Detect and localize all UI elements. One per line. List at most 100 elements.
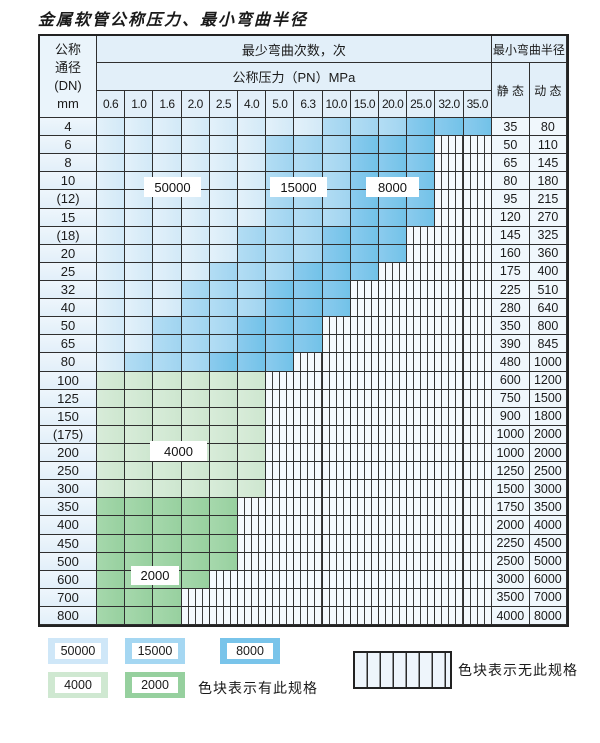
no-spec-cell (266, 570, 295, 589)
dynamic-radius-cell: 110 (529, 136, 567, 155)
no-spec-cell (435, 498, 464, 517)
no-spec-cell (463, 606, 492, 626)
no-spec-cell (294, 480, 323, 499)
spec-cell (181, 208, 210, 227)
no-spec-cell (463, 498, 492, 517)
legend-swatch-8000-label: 8000 (227, 643, 273, 659)
spec-cell (181, 136, 210, 155)
spec-cell (238, 443, 267, 463)
spec-cell (181, 280, 210, 300)
spec-cell (209, 335, 239, 354)
spec-cell (153, 244, 182, 263)
spec-cell (97, 498, 126, 517)
spec-cell (294, 118, 323, 137)
no-spec-cell (238, 570, 267, 589)
spec-cell (294, 154, 323, 173)
no-spec-cell (407, 534, 436, 553)
dn-cell: 15 (40, 208, 97, 227)
no-spec-cell (350, 570, 380, 589)
spec-cell (125, 353, 154, 372)
no-spec-cell (463, 516, 492, 535)
no-spec-cell (350, 389, 380, 408)
spec-cell (209, 172, 239, 191)
no-spec-cell (407, 389, 436, 408)
spec-cell (266, 118, 295, 137)
no-spec-cell (209, 570, 239, 589)
dn-cell: 400 (40, 516, 97, 535)
dynamic-radius-cell: 400 (529, 262, 567, 281)
spec-cell (266, 226, 295, 245)
no-spec-cell (322, 317, 351, 336)
no-spec-cell (294, 534, 323, 553)
spec-cell (209, 353, 239, 372)
spec-cell (238, 371, 267, 390)
static-radius-cell: 750 (491, 389, 530, 408)
no-spec-cell (379, 516, 408, 535)
spec-cell (266, 262, 295, 281)
no-spec-cell (463, 280, 492, 300)
dynamic-radius-cell: 1000 (529, 353, 567, 372)
legend-swatch-50000: 50000 (48, 638, 108, 664)
no-spec-cell (350, 516, 380, 535)
spec-cell (322, 154, 351, 173)
spec-cell (350, 118, 380, 137)
spec-cell (181, 262, 210, 281)
no-spec-cell (379, 552, 408, 571)
spec-cell (125, 462, 154, 481)
no-spec-cell (407, 516, 436, 535)
spec-cell (181, 335, 210, 354)
spec-cell (379, 136, 408, 155)
spec-cell (181, 371, 210, 390)
spec-cell (238, 335, 267, 354)
dynamic-radius-cell: 1500 (529, 389, 567, 408)
dn-cell: 32 (40, 280, 97, 300)
dn-cell: 300 (40, 480, 97, 499)
no-spec-cell (463, 299, 492, 318)
no-spec-cell (407, 226, 436, 245)
spec-cell (209, 317, 239, 336)
spec-cell (209, 371, 239, 390)
spec-cell (97, 172, 126, 191)
spec-cell (97, 208, 126, 227)
no-spec-cell (379, 606, 408, 626)
spec-cell (97, 299, 126, 318)
no-spec-cell (350, 317, 380, 336)
no-spec-cell (266, 552, 295, 571)
spec-cell (294, 280, 323, 300)
spec-cell (125, 371, 154, 390)
dynamic-radius-cell: 640 (529, 299, 567, 318)
no-spec-cell (322, 498, 351, 517)
legend-no-spec-note: 色块表示无此规格 (458, 662, 578, 678)
bend-count-label-8000: 8000 (366, 177, 419, 197)
pressure-column-header: 25.0 (407, 91, 436, 118)
no-spec-cell (407, 317, 436, 336)
no-spec-cell (463, 443, 492, 463)
spec-cell (379, 244, 408, 263)
no-spec-cell (238, 588, 267, 607)
dynamic-radius-cell: 5000 (529, 552, 567, 571)
spec-cell (125, 588, 154, 607)
spec-cell (209, 498, 239, 517)
spec-cell (209, 226, 239, 245)
dynamic-radius-cell: 360 (529, 244, 567, 263)
no-spec-cell (407, 443, 436, 463)
no-spec-cell (322, 407, 351, 426)
spec-cell (379, 208, 408, 227)
spec-cell (97, 462, 126, 481)
spec-cell (181, 389, 210, 408)
no-spec-cell (322, 480, 351, 499)
no-spec-cell (294, 353, 323, 372)
no-spec-cell (266, 425, 295, 444)
static-radius-cell: 225 (491, 280, 530, 300)
no-spec-cell (266, 606, 295, 626)
spec-cell (350, 136, 380, 155)
spec-cell (209, 534, 239, 553)
no-spec-cell (322, 443, 351, 463)
spec-cell (97, 226, 126, 245)
no-spec-cell (407, 588, 436, 607)
spec-cell (181, 407, 210, 426)
dynamic-radius-cell: 325 (529, 226, 567, 245)
static-radius-cell: 95 (491, 190, 530, 209)
no-spec-cell (407, 371, 436, 390)
spec-cell (153, 262, 182, 281)
